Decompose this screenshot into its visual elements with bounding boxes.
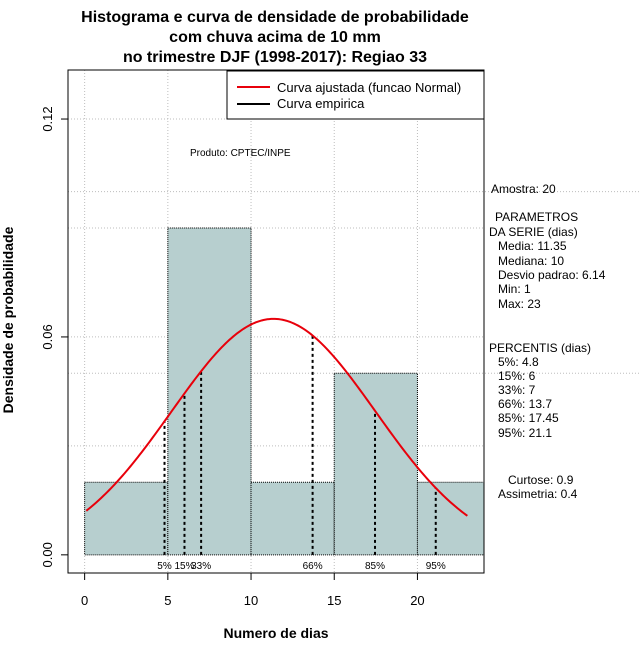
y-axis-title: Densidade de probabilidade (0, 226, 16, 413)
percentile-label: 5% (157, 561, 172, 572)
legend-label-empirical: Curva empirica (277, 96, 365, 111)
legend-label-normal: Curva ajustada (funcao Normal) (277, 80, 461, 95)
param-min: Min: 1 (498, 282, 531, 296)
y-tick-label: 0.12 (40, 106, 55, 131)
sample-size: Amostra: 20 (491, 182, 556, 196)
legend: Curva ajustada (funcao Normal) Curva emp… (226, 70, 485, 120)
histogram-bar (167, 227, 252, 556)
pct-5: 5%: 4.8 (498, 355, 539, 369)
curve-layer (85, 317, 468, 517)
chart-title-line-1: Histograma e curva de densidade de proba… (81, 9, 469, 26)
pct-15: 15%: 6 (498, 369, 536, 383)
histogram-bar (250, 481, 335, 556)
param-mediana: Mediana: 10 (498, 254, 564, 268)
x-tick-label: 5 (164, 593, 171, 608)
pct-33: 33%: 7 (498, 383, 536, 397)
percentis-title: PERCENTIS (dias) (489, 341, 591, 355)
chart-title-line-3: no trimestre DJF (1998-2017): Regiao 33 (123, 49, 427, 66)
percentile-lines-layer: 5% 15%33% 66% 85% 95% (157, 335, 446, 572)
pct-95: 95%: 21.1 (498, 426, 552, 440)
pct-66: 66%: 13.7 (498, 397, 552, 411)
x-tick-label: 20 (410, 593, 424, 608)
percentile-label: 66% (303, 561, 323, 572)
assimetria: Assimetria: 0.4 (498, 487, 578, 501)
curtose: Curtose: 0.9 (508, 473, 574, 487)
histogram-bar (416, 481, 485, 556)
percentile-label: 15% (174, 561, 194, 572)
x-tick-label: 10 (244, 593, 258, 608)
params-title-2: DA SERIE (dias) (489, 225, 578, 239)
bars-layer (84, 227, 485, 556)
legend-box (226, 70, 485, 120)
percentile-label: 85% (365, 561, 385, 572)
params-title-1: PARAMETROS (495, 210, 578, 224)
y-tick-label: 0.00 (40, 542, 55, 567)
pct-85: 85%: 17.45 (498, 411, 559, 425)
chart-title-line-2: com chuva acima de 10 mm (169, 29, 381, 46)
histogram-bar (84, 481, 169, 556)
percentile-label: 95% (426, 561, 446, 572)
normal-density-curve (85, 317, 468, 517)
plot-frame (67, 69, 485, 574)
param-media: Media: 11.35 (498, 239, 567, 253)
y-tick-label: 0.06 (40, 324, 55, 349)
x-tick-label: 15 (327, 593, 341, 608)
param-desvio: Desvio padrao: 6.14 (498, 268, 606, 282)
credit-text: Produto: CPTEC/INPE (190, 148, 291, 159)
param-max: Max: 23 (498, 297, 541, 311)
x-axis-title: Numero de dias (223, 625, 328, 641)
x-tick-label: 0 (81, 593, 88, 608)
side-panel: Amostra: 20 PARAMETROS DA SERIE (dias) M… (489, 182, 606, 501)
percentile-label: 33% (191, 561, 211, 572)
